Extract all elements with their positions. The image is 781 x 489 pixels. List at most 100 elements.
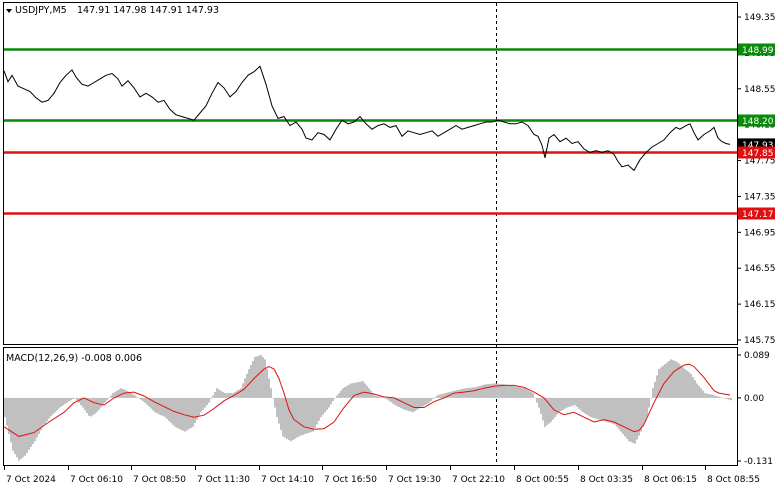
macd-hist-bar xyxy=(142,397,144,402)
macd-hist-bar xyxy=(328,397,330,408)
macd-hist-bar xyxy=(22,397,24,458)
macd-hist-bar xyxy=(654,381,656,398)
macd-hist-bar xyxy=(710,394,712,398)
macd-hist-bar xyxy=(490,383,492,398)
macd-hist-bar xyxy=(358,381,360,398)
macd-hist-bar xyxy=(312,397,314,432)
macd-hist-bar xyxy=(442,393,444,398)
macd-hist-bar xyxy=(208,397,210,403)
macd-hist-bar xyxy=(602,397,604,421)
price-panel-frame xyxy=(3,2,738,345)
macd-hist-bar xyxy=(90,397,92,417)
macd-hist-bar xyxy=(696,383,698,398)
macd-hist-bar xyxy=(722,397,724,399)
macd-hist-bar xyxy=(394,397,396,406)
macd-hist-bar xyxy=(464,388,466,398)
macd-hist-bar xyxy=(526,389,528,398)
macd-hist-bar xyxy=(620,397,622,432)
macd-hist-bar xyxy=(198,397,200,416)
macd-hist-bar xyxy=(712,394,714,398)
macd-hist-bar xyxy=(428,397,430,403)
macd-hist-bar xyxy=(366,385,368,398)
time-tick-label: 7 Oct 16:50 xyxy=(324,475,377,485)
macd-hist-bar xyxy=(62,397,64,406)
macd-hist-bar xyxy=(648,397,650,408)
level-148-20-tag-label: 148.20 xyxy=(742,117,774,127)
macd-hist-bar xyxy=(332,397,334,402)
macd-hist-bar xyxy=(566,397,568,408)
time-tick-label: 7 Oct 19:30 xyxy=(388,475,441,485)
macd-hist-bar xyxy=(438,394,440,398)
macd-hist-bar xyxy=(64,397,66,405)
macd-hist-bar xyxy=(226,393,228,398)
macd-hist-bar xyxy=(196,397,198,420)
macd-hist-bar xyxy=(356,382,358,398)
macd-hist-bar xyxy=(568,397,570,407)
macd-hist-bar xyxy=(116,390,118,398)
macd-hist-bar xyxy=(416,397,418,410)
macd-hist-bar xyxy=(238,389,240,398)
macd-hist-bar xyxy=(462,388,464,398)
macd-hist-bar xyxy=(612,397,614,424)
macd-hist-bar xyxy=(204,397,206,408)
macd-hist-bar xyxy=(136,396,138,398)
macd-hist-bar xyxy=(306,397,308,434)
macd-hist-bar xyxy=(546,397,548,426)
macd-hist-bar xyxy=(630,397,632,443)
macd-hist-bar xyxy=(160,397,162,416)
macd-hist-bar xyxy=(292,397,294,441)
macd-hist-bar xyxy=(336,395,338,398)
macd-hist-bar xyxy=(660,367,662,398)
macd-hist-bar xyxy=(412,397,414,413)
macd-hist-bar xyxy=(528,390,530,398)
macd-hist-bar xyxy=(458,389,460,398)
macd-hist-bar xyxy=(54,397,56,413)
level-147-17-tag-label: 147.17 xyxy=(742,210,774,220)
time-tick-label: 7 Oct 14:10 xyxy=(261,475,314,485)
macd-hist-bar xyxy=(718,396,720,398)
macd-hist-bar xyxy=(284,397,286,438)
macd-hist-bar xyxy=(326,397,328,410)
price-tick-label: 148.55 xyxy=(744,85,776,95)
price-tick-label: 145.75 xyxy=(744,336,776,346)
macd-hist-bar xyxy=(214,391,216,398)
macd-hist-bar xyxy=(52,397,54,415)
macd-signal-line xyxy=(3,363,731,437)
macd-hist-bar xyxy=(274,397,276,408)
price-tick-label: 147.35 xyxy=(744,192,776,202)
macd-hist-bar xyxy=(272,397,274,399)
macd-hist-bar xyxy=(578,397,580,409)
macd-hist-bar xyxy=(132,394,134,398)
macd-hist-bar xyxy=(440,394,442,398)
macd-hist-bar xyxy=(562,397,564,410)
triangle-down-icon[interactable] xyxy=(6,9,12,13)
macd-hist-bar xyxy=(104,397,106,403)
macd-hist-bar xyxy=(10,397,12,443)
macd-hist-bar xyxy=(48,397,50,419)
macd-hist-bar xyxy=(632,397,634,443)
macd-hist-bar xyxy=(432,397,434,400)
macd-hist-bar xyxy=(192,397,194,427)
macd-hist-bar xyxy=(282,397,284,437)
macd-hist-bar xyxy=(730,397,732,401)
macd-hist-bar xyxy=(156,397,158,414)
macd-hist-bar xyxy=(698,385,700,398)
macd-hist-bar xyxy=(604,397,606,422)
price-line-group xyxy=(3,65,731,172)
macd-hist-bar xyxy=(322,397,324,415)
macd-hist-bar xyxy=(92,397,94,416)
macd-hist-bar xyxy=(646,397,648,418)
price-tick-label: 146.55 xyxy=(744,264,776,274)
macd-hist-bar xyxy=(102,397,104,406)
macd-hist-bar xyxy=(316,397,318,425)
macd-hist-bar xyxy=(38,397,40,435)
macd-hist-bar xyxy=(286,397,288,439)
time-tick-label: 7 Oct 06:10 xyxy=(70,475,123,485)
macd-axis: 0.089 0.00 -0.131 xyxy=(737,351,773,467)
macd-hist-bar xyxy=(550,397,552,422)
macd-hist-bar xyxy=(34,397,36,442)
macd-hist-bar xyxy=(556,397,558,415)
macd-hist-bar xyxy=(716,396,718,398)
